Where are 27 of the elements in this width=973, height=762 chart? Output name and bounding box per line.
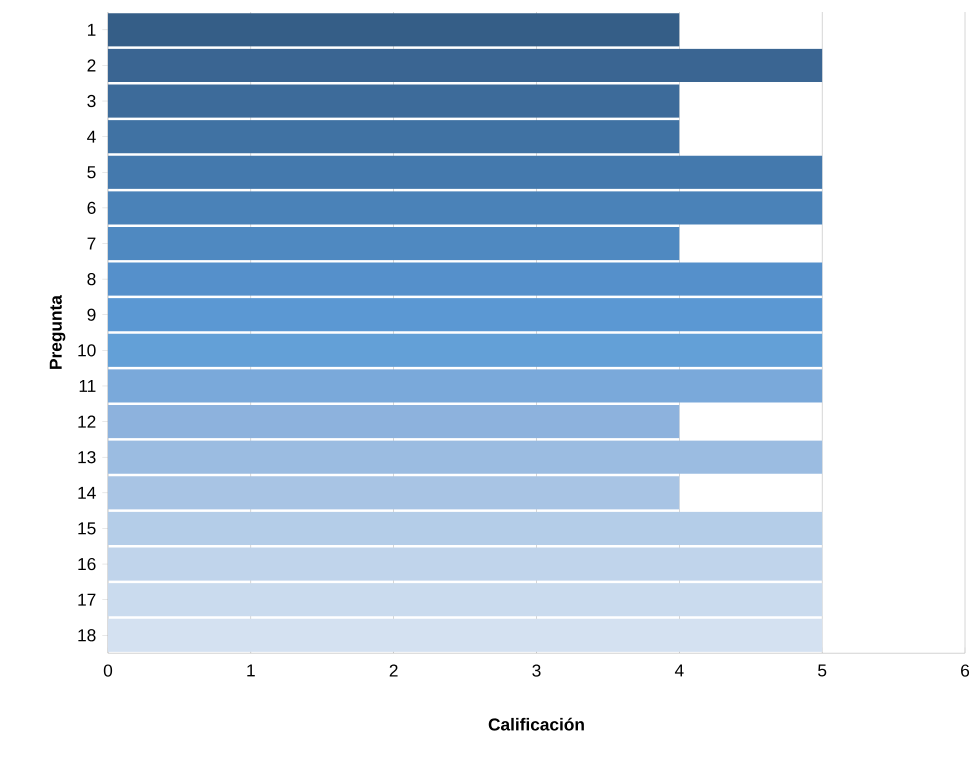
y-tick-label: 8 [87, 272, 96, 286]
y-tick-label: 7 [88, 237, 96, 250]
y-tick-label: 16 [78, 558, 96, 570]
x-axis-title: Calificación [488, 718, 584, 730]
y-tick-label: 10 [78, 344, 96, 356]
y-tick-label: 2 [88, 59, 96, 72]
x-tick-label: 0 [104, 664, 112, 676]
y-tick-label: 13 [78, 450, 96, 464]
y-tick-label: 3 [87, 94, 96, 107]
y-tick-label: 11 [80, 380, 96, 392]
y-tick-label: 12 [78, 415, 96, 428]
y-tick-label: 14 [78, 486, 96, 499]
x-tick-label: 4 [674, 664, 684, 676]
x-tick-label: 3 [532, 664, 541, 676]
y-tick-label: 18 [78, 628, 96, 642]
y-tick-label: 4 [87, 130, 96, 142]
y-axis-title: Pregunta [50, 294, 66, 369]
y-tick-label: 6 [88, 202, 96, 214]
x-tick-label: 6 [961, 664, 970, 676]
y-tick-label: 15 [78, 522, 96, 534]
x-tick-label: 1 [247, 664, 255, 676]
y-tick-label: 1 [88, 24, 96, 36]
x-tick-label: 5 [818, 664, 826, 676]
x-tick-label: 2 [390, 664, 398, 676]
y-tick-label: 9 [87, 308, 96, 321]
y-tick-label: 17 [78, 594, 96, 606]
y-tick-label: 5 [87, 166, 96, 178]
